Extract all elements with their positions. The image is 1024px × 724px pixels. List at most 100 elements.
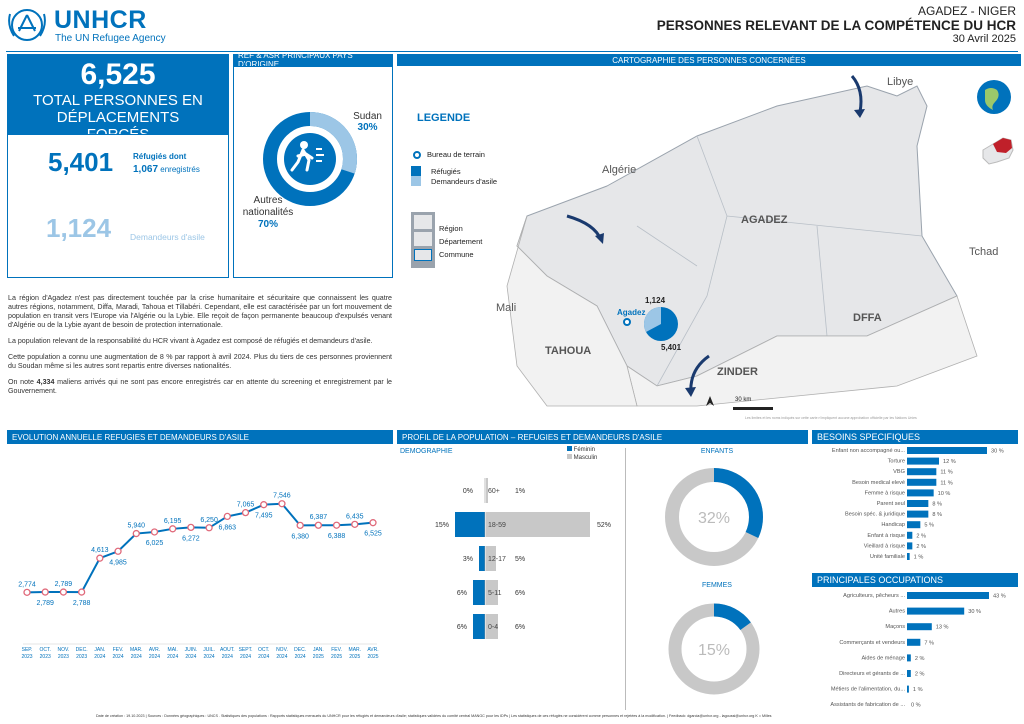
unhcr-emblem-icon	[8, 9, 46, 41]
bar-masculin	[486, 580, 498, 605]
data-label: 6,195	[164, 518, 182, 525]
value-label: 30 %	[991, 449, 1004, 455]
north-arrow-icon	[706, 396, 714, 406]
data-point	[96, 554, 104, 562]
scale-bar	[733, 407, 773, 410]
value-label: 43 %	[993, 594, 1006, 600]
x-tick-label: 2024	[131, 654, 142, 660]
value-label: 12 %	[943, 459, 956, 465]
x-tick-label: SEPT.	[239, 647, 253, 653]
x-tick-label: SEP.	[22, 647, 33, 653]
category-label: Femme à risque	[865, 490, 905, 496]
category-label: Handicap	[881, 522, 905, 528]
category-label: Besoin medical elevé	[852, 480, 905, 486]
data-point	[114, 547, 122, 555]
x-tick-label: 2024	[258, 654, 269, 660]
kpi-panel: 5,401 Réfugiés dont 1,067 enregistrés 1,…	[7, 134, 229, 278]
x-tick-label: 2024	[94, 654, 105, 660]
age-label: 18-59	[488, 522, 506, 529]
category-label: Agriculteurs, pêcheurs ...	[843, 593, 905, 599]
sudan-pct: 30%	[357, 122, 378, 133]
scale-label: 30 km	[735, 397, 752, 403]
data-label: 6,387	[310, 514, 328, 521]
masc-pct: 52%	[597, 522, 611, 529]
value-label: 10 %	[938, 491, 951, 497]
bar	[907, 478, 937, 486]
data-point	[223, 512, 231, 521]
profile-title: PROFIL DE LA POPULATION – REFUGIES ET DE…	[397, 430, 808, 444]
data-label: 7,495	[255, 513, 273, 520]
description-p1: La région d'Agadez n'est pas directement…	[8, 294, 392, 329]
map-pie	[644, 307, 678, 341]
category-label: Directeurs et gérants de ...	[839, 671, 905, 677]
other-label: Autres nationalités	[242, 195, 294, 218]
x-tick-label: NOV.	[58, 647, 70, 653]
bar	[907, 542, 913, 550]
bar	[907, 500, 929, 507]
unhcr-logo: UNHCR The UN Refugee Agency	[6, 6, 176, 44]
map-title: CARTOGRAPHIE DES PERSONNES CONCERNÉES	[397, 54, 1021, 66]
org-subtitle: The UN Refugee Agency	[55, 33, 166, 44]
header-divider	[6, 51, 1018, 52]
category-label: Aides de ménage	[861, 655, 905, 661]
data-point	[278, 500, 286, 508]
origin-title: REF & ASR PRINCIPAUX PAYS D'ORIGINE	[233, 51, 393, 69]
demo-title: DEMOGRAPHIE	[400, 448, 453, 455]
data-point	[41, 588, 49, 596]
x-tick-label: 2023	[76, 654, 87, 660]
donut-value	[668, 603, 760, 695]
x-tick-label: OCT.	[258, 647, 269, 653]
demography-pyramid: 60+ 0% 1% 18-59 15% 52% 12-17 3% 5% 5-11 6% 6% 0-4 6%…	[435, 478, 611, 639]
total-box: 6,525 TOTAL PERSONNES EN DÉPLACEMENTS FO…	[7, 54, 229, 143]
x-tick-label: 2023	[21, 654, 32, 660]
x-tick-label: FEV.	[331, 647, 342, 653]
x-tick-label: 2024	[185, 654, 196, 660]
globe-icon	[977, 80, 1011, 114]
category-label: Besoin spéc. & juridique	[845, 512, 905, 518]
femmes-donut: 15%	[668, 603, 760, 695]
x-tick-label: 2025	[331, 654, 342, 660]
header-date: 30 Avril 2025	[952, 33, 1016, 45]
x-tick-label: OCT.	[40, 647, 51, 653]
x-tick-label: DEC.	[76, 647, 88, 653]
data-point	[314, 521, 323, 529]
legend-region: Région	[439, 224, 463, 233]
x-tick-label: 2024	[167, 654, 178, 660]
data-point	[241, 509, 250, 517]
age-label: 0-4	[488, 624, 498, 631]
value-label: 11 %	[940, 470, 952, 476]
value-label: 2 %	[915, 672, 925, 678]
age-label: 60+	[488, 488, 500, 495]
bar	[907, 607, 965, 615]
data-label: 5,940	[127, 523, 145, 530]
evolution-panel: 2,774 SEP. 2023 2,789 OCT. 2023 2,789 NOV. 2023 2…	[7, 446, 393, 714]
refugees-label: Réfugiés dont	[133, 152, 187, 161]
refugees-value: 5,401	[48, 147, 114, 177]
x-tick-label: AVR.	[149, 647, 160, 653]
data-label: 4,985	[109, 559, 127, 566]
legend-admin-swatch	[411, 212, 435, 268]
fem-pct: 6%	[457, 624, 467, 631]
masc-pct: 1%	[515, 488, 525, 495]
data-point	[205, 524, 213, 532]
value-label: 30 %	[968, 609, 981, 615]
city-agadez: Agadez	[617, 308, 646, 317]
data-point	[351, 520, 359, 528]
category-label: Parent seul	[877, 501, 905, 507]
x-tick-label: 2024	[222, 654, 233, 660]
bar	[907, 521, 921, 529]
enfants-donut: 32%	[665, 468, 763, 566]
femmes-title: FEMMES	[702, 582, 732, 589]
bar	[907, 654, 911, 662]
data-label: 7,546	[273, 493, 291, 500]
bar	[907, 685, 909, 693]
masc-pct: 6%	[515, 624, 525, 631]
data-label: 6,525	[364, 531, 382, 538]
masc-pct: 5%	[515, 556, 525, 563]
legend-title: LEGENDE	[417, 112, 471, 124]
data-label: 6,388	[328, 533, 346, 540]
registered-label: enregistrés	[160, 165, 200, 174]
value-label: 1 %	[914, 555, 924, 561]
legend-masc: Masculin	[573, 455, 598, 461]
data-label: 2,789	[36, 600, 54, 607]
